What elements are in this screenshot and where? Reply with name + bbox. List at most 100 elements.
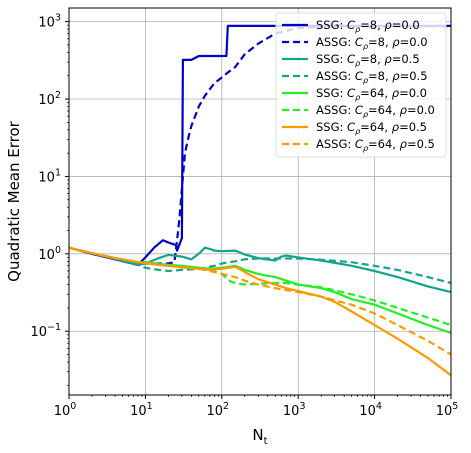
- legend-label-part: ρ: [355, 25, 360, 34]
- legend-label: ASSG: Cρ=64, ρ=0.5: [316, 137, 435, 153]
- legend-label-part: ρ: [355, 93, 360, 102]
- plot-frame: [68, 7, 452, 396]
- legend-label: SSG: Cρ=64, ρ=0.0: [316, 86, 427, 102]
- y-tick-base: 10: [38, 93, 55, 108]
- legend-label-part: C: [355, 137, 363, 151]
- x-tick-label: 101: [130, 401, 153, 419]
- legend-label-part: SSG:: [316, 18, 347, 32]
- legend-label-part: SSG:: [316, 52, 347, 66]
- y-tick-exp: 0: [55, 245, 61, 256]
- legend-label-part: ASSG:: [316, 69, 355, 83]
- legend-label: SSG: Cρ=8, ρ=0.0: [316, 18, 420, 34]
- series-line-8: [68, 246, 452, 356]
- legend-label-part: =0.5: [407, 137, 435, 151]
- y-tick-label: 100: [38, 245, 61, 263]
- legend-label-part: ρ: [392, 86, 400, 100]
- y-tick-base: 10: [30, 325, 47, 340]
- x-tick-exp: 3: [299, 401, 305, 412]
- y-tick-exp: 3: [55, 13, 61, 24]
- legend-label-part: =0.0: [400, 35, 428, 49]
- y-axis-label: Quadratic Mean Error: [5, 120, 23, 281]
- legend-label-part: =0.0: [399, 86, 427, 100]
- legend-label-part: ρ: [363, 144, 368, 153]
- legend-label: SSG: Cρ=64, ρ=0.5: [316, 120, 427, 136]
- legend-label-part: ρ: [363, 76, 368, 85]
- legend-label-part: SSG:: [316, 120, 347, 134]
- legend-label: ASSG: Cρ=8, ρ=0.0: [316, 35, 428, 51]
- legend-label-part: C: [347, 52, 355, 66]
- legend-label-part: ρ: [400, 103, 408, 117]
- y-tick-base: 10: [38, 248, 55, 263]
- legend-label-part: =8,: [368, 35, 392, 49]
- legend-label-part: ρ: [363, 42, 368, 51]
- legend-label-part: =0.5: [399, 120, 427, 134]
- x-axis-label-sub: t: [264, 436, 268, 447]
- legend-label-part: =0.0: [392, 18, 420, 32]
- x-axis-label-main: N: [252, 426, 263, 444]
- legend-label: ASSG: Cρ=64, ρ=0.0: [316, 103, 435, 119]
- x-tick-base: 10: [436, 404, 453, 419]
- x-tick-label: 102: [207, 401, 230, 419]
- legend-label-part: C: [347, 86, 355, 100]
- legend-label-part: ρ: [363, 110, 368, 119]
- legend-label-part: C: [355, 103, 363, 117]
- x-tick-base: 10: [130, 404, 147, 419]
- x-tick-base: 10: [283, 404, 300, 419]
- y-tick-exp: 2: [55, 90, 61, 101]
- y-tick-exp: −1: [47, 322, 61, 333]
- series-group: [68, 24, 452, 377]
- x-tick-exp: 4: [376, 401, 382, 412]
- legend-label-part: C: [355, 35, 363, 49]
- x-tick-base: 10: [359, 404, 376, 419]
- x-tick-base: 10: [54, 404, 71, 419]
- y-tick-label: 102: [38, 90, 61, 108]
- legend-label-part: C: [347, 18, 355, 32]
- legend-label-part: =64,: [360, 86, 392, 100]
- x-tick-label: 104: [359, 401, 382, 419]
- x-tick-exp: 1: [147, 401, 153, 412]
- y-tick-label: 101: [38, 167, 61, 185]
- legend-label-part: ρ: [392, 120, 400, 134]
- legend-label-part: ASSG:: [316, 103, 355, 117]
- y-tick-label: 103: [38, 13, 61, 31]
- x-tick-exp: 2: [223, 401, 229, 412]
- y-tick-base: 10: [38, 170, 55, 185]
- axis-ticks: [65, 21, 452, 399]
- x-tick-base: 10: [207, 404, 224, 419]
- legend-label-part: =0.5: [392, 52, 420, 66]
- x-tick-exp: 0: [70, 401, 76, 412]
- legend-label-part: C: [347, 120, 355, 134]
- legend-label-part: ρ: [400, 137, 408, 151]
- series-line-4: [68, 246, 452, 285]
- y-tick-base: 10: [38, 16, 55, 31]
- x-axis-label: Nt: [252, 426, 267, 447]
- legend-label-part: ρ: [355, 59, 360, 68]
- legend-label-part: ρ: [392, 35, 400, 49]
- legend-box: [275, 12, 447, 158]
- legend-label-part: ASSG:: [316, 35, 355, 49]
- legend-label: SSG: Cρ=8, ρ=0.5: [316, 52, 420, 68]
- legend-label-part: =8,: [360, 52, 384, 66]
- y-tick-exp: 1: [55, 167, 61, 178]
- legend-label-part: =0.0: [407, 103, 435, 117]
- x-tick-label: 100: [54, 401, 77, 419]
- y-tick-label: 10−1: [30, 322, 61, 340]
- legend-label-part: ρ: [355, 127, 360, 136]
- legend-label-part: ρ: [384, 18, 392, 32]
- series-line-1: [68, 24, 451, 266]
- legend-label-part: =8,: [360, 18, 384, 32]
- legend-label-part: ρ: [392, 69, 400, 83]
- legend-label-part: C: [355, 69, 363, 83]
- legend-label-part: =64,: [368, 137, 400, 151]
- legend-label-part: =0.5: [400, 69, 428, 83]
- legend-label-part: SSG:: [316, 86, 347, 100]
- x-tick-label: 103: [283, 401, 306, 419]
- legend-label-part: ρ: [384, 52, 392, 66]
- x-tick-label: 105: [436, 401, 459, 419]
- legend-label: ASSG: Cρ=8, ρ=0.5: [316, 69, 428, 85]
- legend-label-part: =64,: [368, 103, 400, 117]
- legend-label-part: =64,: [360, 120, 392, 134]
